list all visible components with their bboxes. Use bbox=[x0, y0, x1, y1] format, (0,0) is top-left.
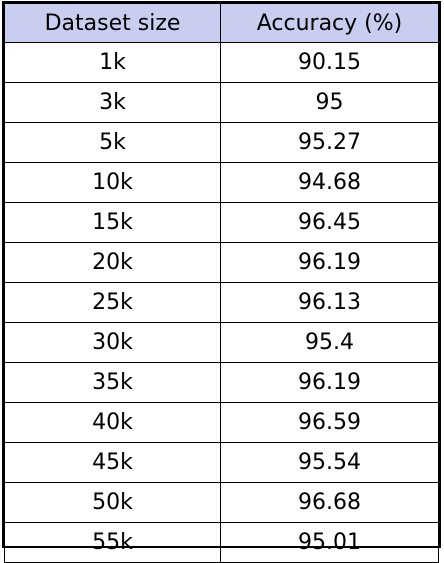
table-row: 45k 95.54 bbox=[4, 442, 439, 483]
cell-accuracy: 96.13 bbox=[220, 282, 439, 323]
cell-accuracy: 96.59 bbox=[220, 402, 439, 443]
results-table: Dataset size Accuracy (%) 1k 90.15 3k 95 5k 9… bbox=[4, 3, 439, 563]
header-accuracy: Accuracy (%) bbox=[220, 3, 439, 43]
cell-dataset-size: 5k bbox=[4, 122, 221, 163]
cell-accuracy: 96.19 bbox=[220, 362, 439, 403]
cell-dataset-size: 30k bbox=[4, 322, 221, 363]
cell-dataset-size: 15k bbox=[4, 202, 221, 243]
header-row: Dataset size Accuracy (%) bbox=[4, 3, 439, 43]
table-row: 5k 95.27 bbox=[4, 122, 439, 163]
table-row: 50k 96.68 bbox=[4, 482, 439, 523]
cell-dataset-size: 10k bbox=[4, 162, 221, 203]
cell-accuracy: 95.27 bbox=[220, 122, 439, 163]
table-row: 10k 94.68 bbox=[4, 162, 439, 203]
cell-dataset-size: 50k bbox=[4, 482, 221, 523]
header-dataset-size: Dataset size bbox=[4, 3, 221, 43]
cell-accuracy: 96.19 bbox=[220, 242, 439, 283]
cell-dataset-size: 20k bbox=[4, 242, 221, 283]
cell-dataset-size: 45k bbox=[4, 442, 221, 483]
table-row: 20k 96.19 bbox=[4, 242, 439, 283]
table-row: 25k 96.13 bbox=[4, 282, 439, 323]
table-row: 55k 95.01 bbox=[4, 522, 439, 563]
cell-dataset-size: 35k bbox=[4, 362, 221, 403]
cell-dataset-size: 25k bbox=[4, 282, 221, 323]
cell-accuracy: 90.15 bbox=[220, 42, 439, 83]
cell-accuracy: 95.4 bbox=[220, 322, 439, 363]
cell-accuracy: 96.68 bbox=[220, 482, 439, 523]
table-row: 15k 96.45 bbox=[4, 202, 439, 243]
table-row: 30k 95.4 bbox=[4, 322, 439, 363]
table-row: 40k 96.59 bbox=[4, 402, 439, 443]
table-row: 1k 90.15 bbox=[4, 42, 439, 83]
cell-accuracy: 96.45 bbox=[220, 202, 439, 243]
cell-dataset-size: 3k bbox=[4, 82, 221, 123]
cell-accuracy: 94.68 bbox=[220, 162, 439, 203]
cell-accuracy: 95 bbox=[220, 82, 439, 123]
table-row: 3k 95 bbox=[4, 82, 439, 123]
cell-dataset-size: 55k bbox=[4, 522, 221, 563]
table-row: 35k 96.19 bbox=[4, 362, 439, 403]
cell-accuracy: 95.54 bbox=[220, 442, 439, 483]
cell-dataset-size: 40k bbox=[4, 402, 221, 443]
cell-dataset-size: 1k bbox=[4, 42, 221, 83]
cell-accuracy: 95.01 bbox=[220, 522, 439, 563]
table-body: 1k 90.15 3k 95 5k 95.27 10k 94.68 15k 96.45 20k 96.… bbox=[4, 42, 439, 563]
